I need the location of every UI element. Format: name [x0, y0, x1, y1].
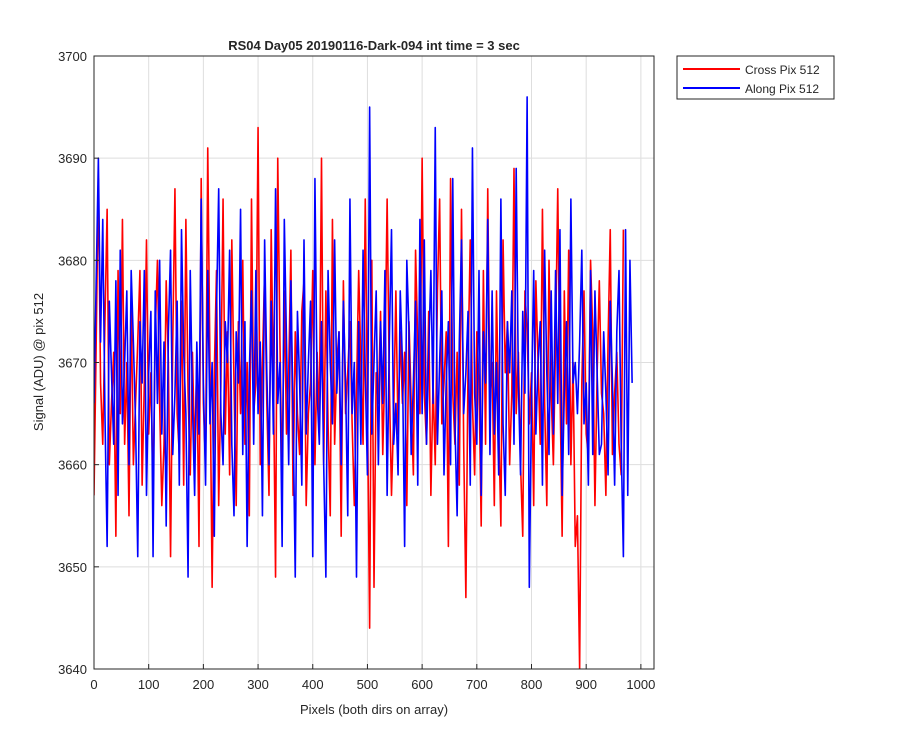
- y-axis-label: Signal (ADU) @ pix 512: [31, 293, 46, 431]
- series-line-along-pix-512: [94, 96, 633, 589]
- y-tick-label: 3700: [58, 49, 87, 64]
- x-tick-label: 300: [247, 677, 269, 692]
- x-tick-label: 0: [90, 677, 97, 692]
- x-axis: 0 100 200 300 400 500 600 700 800 900 1000: [90, 664, 655, 692]
- x-tick-label: 1000: [626, 677, 655, 692]
- x-tick-label: 600: [411, 677, 433, 692]
- y-tick-label: 3690: [58, 151, 87, 166]
- x-tick-label: 800: [521, 677, 543, 692]
- y-tick-label: 3660: [58, 458, 87, 473]
- y-tick-label: 3670: [58, 356, 87, 371]
- x-tick-label: 900: [575, 677, 597, 692]
- legend-box: [676, 55, 835, 100]
- legend: Cross Pix 512 Along Pix 512: [676, 55, 835, 100]
- x-tick-label: 200: [193, 677, 215, 692]
- y-tick-label: 3680: [58, 253, 87, 268]
- series-layer: [94, 96, 633, 669]
- x-tick-label: 500: [357, 677, 379, 692]
- x-axis-label: Pixels (both dirs on array): [300, 702, 448, 717]
- legend-label-cross: Cross Pix 512: [745, 63, 820, 77]
- x-tick-label: 100: [138, 677, 160, 692]
- x-tick-label: 400: [302, 677, 324, 692]
- chart-title: RS04 Day05 20190116-Dark-094 int time = …: [228, 38, 520, 53]
- legend-label-along: Along Pix 512: [745, 82, 819, 96]
- y-tick-label: 3640: [58, 662, 87, 677]
- x-tick-label: 700: [466, 677, 488, 692]
- y-axis: 3640 3650 3660 3670 3680 3690 3700: [58, 49, 99, 677]
- y-tick-label: 3650: [58, 560, 87, 575]
